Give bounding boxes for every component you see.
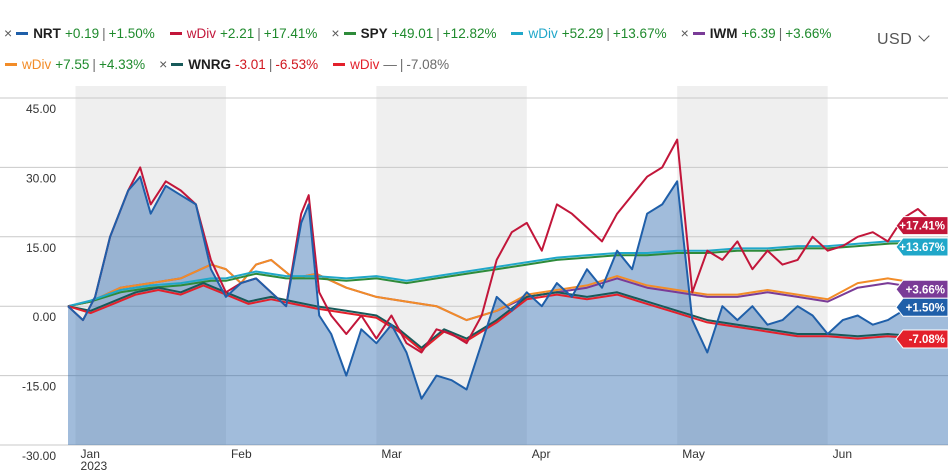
legend-ticker: wDiv	[350, 57, 380, 72]
gridlines	[0, 97, 948, 446]
legend-change: —	[383, 57, 397, 72]
end-flag-shape	[895, 297, 949, 317]
series-swatch	[171, 63, 184, 66]
remove-series-icon[interactable]: ×	[680, 25, 689, 41]
series-line-wdiv-3	[67, 239, 949, 308]
x-tick-label: May	[682, 447, 705, 461]
series-swatch	[692, 32, 705, 35]
legend-change: +6.39	[741, 26, 776, 41]
series-swatch	[343, 32, 356, 35]
legend-ticker: NRT	[33, 26, 61, 41]
end-flags: +17.41% +13.67% +3.66% +1.50% -7.08%	[895, 216, 949, 349]
legend-percent: -7.08%	[406, 57, 450, 72]
legend-percent: +1.50%	[108, 26, 155, 41]
series-swatch	[16, 32, 29, 35]
legend-change: +52.29	[561, 26, 604, 41]
series-line-wdiv-5	[67, 258, 949, 322]
series-swatch	[169, 32, 182, 35]
legend-separator: |	[436, 26, 440, 41]
end-flag-label: +3.66%	[906, 284, 945, 296]
end-flag-label: +13.67%	[899, 242, 945, 254]
x-tick-label: Jun	[833, 447, 852, 461]
legend-ticker: wDiv	[186, 26, 217, 41]
legend-change: +49.01	[391, 26, 434, 41]
y-tick-label: -15.00	[22, 380, 56, 394]
legend-separator: |	[268, 57, 273, 72]
end-flag-shape	[895, 279, 949, 299]
legend-ticker: IWM	[709, 26, 738, 41]
series-line-wdiv-1	[67, 138, 949, 354]
x-tick-label: Apr	[532, 447, 551, 461]
legend-ticker: WNRG	[188, 57, 232, 72]
month-band	[75, 86, 226, 445]
legend-item-iwm[interactable]: × IWM +6.39 | +3.66%	[681, 18, 832, 49]
y-axis: 45.00 30.00 15.00 0.00 -15.00 -30.00	[22, 102, 56, 463]
legend-ticker: wDiv	[528, 26, 558, 41]
legend-item-wnrg[interactable]: × WNRG -3.01 | -6.53%	[159, 49, 318, 80]
year-label: 2023	[81, 459, 108, 473]
end-flag: -7.08%	[895, 329, 949, 349]
series-lines	[67, 138, 949, 400]
y-tick-label: 45.00	[26, 102, 56, 116]
legend-change: +0.19	[64, 26, 100, 41]
legend-item-nrt[interactable]: × NRT +0.19 | +1.50%	[4, 18, 155, 49]
legend-item-wdiv-7[interactable]: wDiv — | -7.08%	[332, 50, 449, 80]
legend-ticker: wDiv	[22, 57, 52, 72]
legend-separator: |	[257, 26, 261, 41]
legend-separator: |	[606, 26, 610, 41]
series-swatch	[333, 63, 346, 66]
legend-item-wdiv-1[interactable]: wDiv +2.21 | +17.41%	[169, 19, 318, 49]
x-tick-label: Jan	[81, 447, 100, 461]
legend-percent: +4.33%	[98, 57, 146, 72]
legend-ticker: SPY	[360, 26, 388, 41]
end-flag: +3.66%	[895, 279, 949, 299]
legend-item-wdiv-5[interactable]: wDiv +7.55 | +4.33%	[4, 50, 145, 80]
legend-separator: |	[399, 57, 404, 72]
series-line-spy-2	[67, 241, 949, 308]
legend-separator: |	[102, 26, 106, 41]
legend-percent: +12.82%	[442, 26, 497, 41]
legend-item-spy[interactable]: × SPY +49.01 | +12.82%	[331, 18, 496, 49]
legend-separator: |	[92, 57, 96, 72]
currency-selector[interactable]: USD	[877, 30, 930, 49]
x-tick-label: Feb	[231, 447, 252, 461]
end-flag-label: +1.50%	[906, 302, 945, 314]
y-tick-label: 30.00	[26, 171, 56, 185]
currency-label: USD	[877, 31, 913, 48]
x-axis: Jan Feb Mar Apr May Jun 2023	[81, 447, 852, 473]
legend: × NRT +0.19 | +1.50% wDiv +2.21 | +17.41% × SPY +49…	[4, 18, 864, 80]
end-flag-label: -7.08%	[909, 334, 945, 346]
end-flag-label: +17.41%	[899, 221, 945, 233]
legend-percent: +3.66%	[785, 26, 832, 41]
series-swatch	[5, 63, 17, 66]
y-tick-label: 15.00	[26, 241, 56, 255]
legend-separator: |	[778, 26, 783, 41]
series-swatch	[511, 32, 524, 35]
end-flag-shape	[895, 329, 949, 349]
end-flag: +13.67%	[895, 237, 949, 257]
y-tick-label: 0.00	[33, 310, 57, 324]
remove-series-icon[interactable]: ×	[159, 56, 168, 72]
legend-item-wdiv-3[interactable]: wDiv +52.29 | +13.67%	[510, 19, 667, 49]
end-flag: +1.50%	[895, 297, 949, 317]
legend-change: +7.55	[55, 57, 90, 72]
x-tick-label: Mar	[381, 447, 402, 461]
axis-gutter	[68, 86, 76, 445]
y-tick-label: -30.00	[22, 449, 56, 463]
legend-percent: +17.41%	[263, 26, 318, 41]
legend-change: +2.21	[220, 26, 255, 41]
legend-change: -3.01	[235, 57, 266, 72]
series-line-nrt-0	[67, 175, 949, 400]
end-flag: +17.41%	[895, 216, 949, 236]
remove-series-icon[interactable]: ×	[4, 25, 13, 41]
legend-percent: +13.67%	[612, 26, 667, 41]
legend-percent: -6.53%	[275, 57, 319, 72]
end-flag-shape	[895, 237, 949, 257]
series-line-wnrg-6	[67, 282, 949, 349]
end-flag-shape	[895, 216, 949, 236]
remove-series-icon[interactable]: ×	[331, 25, 340, 41]
